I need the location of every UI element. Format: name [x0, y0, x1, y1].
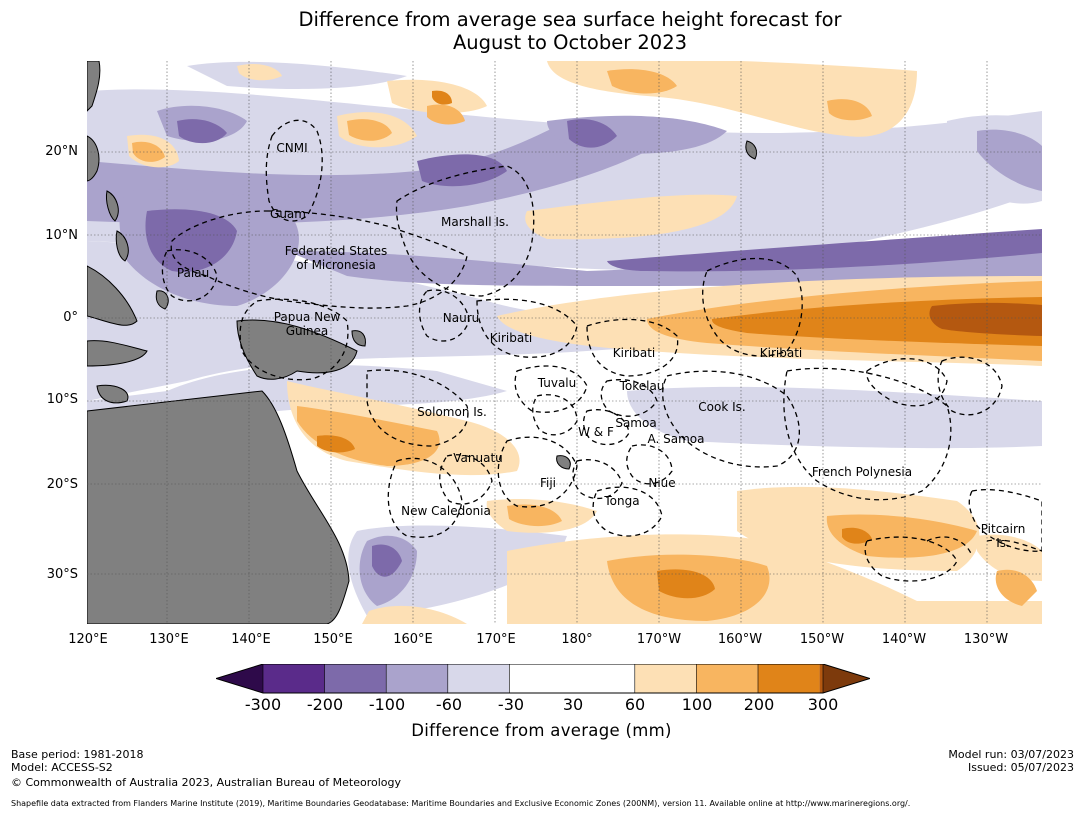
place-label-solomon-islands: Solomon Is.: [417, 405, 487, 419]
lon-label-170w: 170°W: [636, 632, 682, 647]
base-period: Base period: 1981-2018: [11, 748, 144, 761]
colorbar-segment-2: [324, 664, 387, 693]
lon-label-160w: 160°W: [717, 632, 763, 647]
footer-right: Model run: 03/07/2023 Issued: 05/07/2023: [948, 748, 1074, 774]
lat-label-10n: 10°N: [45, 228, 78, 243]
colorbar-tick-200: 200: [743, 695, 775, 714]
place-label-marshall-islands: Marshall Is.: [441, 215, 509, 229]
place-label-tuvalu: Tuvalu: [537, 376, 577, 390]
colorbar-tick-neg30: -30: [497, 695, 525, 714]
colorbar-dividers: [262, 664, 824, 693]
colorbar-svg: [214, 663, 872, 694]
chart-title: Difference from average sea surface heig…: [0, 8, 1085, 54]
map-svg: [87, 61, 1042, 624]
lon-label-180: 180°: [561, 632, 593, 647]
place-label-kiribati-central: Kiribati: [612, 346, 656, 360]
colorbar-segment-0: [216, 664, 263, 693]
colorbar-label: Difference from average (mm): [0, 721, 1085, 740]
place-label-palau: Palau: [176, 266, 210, 280]
place-label-pitcairn-islands: Pitcairn Is.: [980, 522, 1026, 550]
lat-label-10s: 10°S: [46, 392, 78, 407]
anomaly-extreme-positive: [929, 302, 1042, 336]
place-label-fiji: Fiji: [539, 476, 557, 490]
place-label-tokelau: Tokelau: [619, 379, 665, 393]
colorbar-tick-neg60: -60: [435, 695, 463, 714]
colorbar-segment-1: [263, 664, 325, 693]
lon-label-140w: 140°W: [881, 632, 927, 647]
lat-label-30s: 30°S: [46, 567, 78, 582]
footer-left: Base period: 1981-2018 Model: ACCESS-S2 …: [11, 748, 401, 789]
place-label-kiribati-west: Kiribati: [489, 331, 533, 345]
colorbar-tick-300: 300: [807, 695, 839, 714]
place-label-papua-new-guinea: Papua New Guinea: [273, 310, 341, 338]
copyright: © Commonwealth of Australia 2023, Austra…: [11, 776, 401, 789]
colorbar-label-text: Difference from average (mm): [411, 721, 672, 740]
place-label-nauru: Nauru: [442, 311, 480, 325]
place-label-guam: Guam: [270, 207, 306, 221]
graticule: [87, 61, 1042, 624]
colorbar-tick-100: 100: [681, 695, 713, 714]
colorbar-segment-4: [447, 664, 510, 693]
colorbar-segment-5: [509, 664, 635, 693]
lon-label-140e: 140°E: [231, 632, 271, 647]
colorbar-tick-neg300: -300: [244, 695, 282, 714]
place-label-tonga: Tonga: [604, 494, 640, 508]
lat-label-20n: 20°N: [45, 144, 78, 159]
lat-label-20s: 20°S: [46, 477, 78, 492]
place-label-new-caledonia: New Caledonia: [401, 504, 491, 518]
place-label-cook-islands: Cook Is.: [698, 400, 746, 414]
land-masses: [87, 61, 758, 624]
place-label-micronesia: Federated States of Micronesia: [284, 244, 388, 272]
colorbar-segment-6: [634, 664, 697, 693]
place-label-vanuatu: Vanuatu: [453, 451, 503, 465]
lon-label-150e: 150°E: [313, 632, 353, 647]
sea-surface-height-map: [87, 61, 1042, 624]
lon-label-130w: 130°W: [963, 632, 1009, 647]
issued-date: Issued: 05/07/2023: [967, 761, 1074, 774]
lon-label-120e: 120°E: [68, 632, 108, 647]
colorbar-segment-7: [696, 664, 758, 693]
place-label-kiribati-east: Kiribati: [759, 346, 803, 360]
lon-label-160e: 160°E: [393, 632, 433, 647]
place-label-wallis-futuna: W & F: [578, 425, 614, 439]
place-label-french-polynesia: French Polynesia: [811, 465, 913, 479]
eez-boundaries: [161, 119, 1042, 582]
place-label-cnmi: CNMI: [276, 141, 308, 155]
colorbar-tick-60: 60: [624, 695, 646, 714]
anomaly-strong-negative: [145, 119, 1042, 577]
lon-label-150w: 150°W: [799, 632, 845, 647]
lon-label-130e: 130°E: [149, 632, 189, 647]
model-run-date: Model run: 03/07/2023: [948, 748, 1074, 761]
lon-label-170e: 170°E: [476, 632, 516, 647]
colorbar: [214, 663, 872, 700]
colorbar-segment-10: [823, 664, 870, 693]
colorbar-tick-30: 30: [562, 695, 584, 714]
model-name: Model: ACCESS-S2: [11, 761, 113, 774]
colorbar-segment-8: [758, 664, 820, 693]
chart-title-line-2: August to October 2023: [452, 31, 688, 54]
place-label-american-samoa: A. Samoa: [647, 432, 705, 446]
colorbar-segment-3: [386, 664, 448, 693]
colorbar-tick-neg200: -200: [306, 695, 344, 714]
place-label-samoa: Samoa: [615, 416, 657, 430]
chart-title-line-1: Difference from average sea surface heig…: [298, 8, 842, 31]
data-credit: Shapefile data extracted from Flanders M…: [11, 799, 911, 808]
colorbar-segment-9: [819, 664, 823, 693]
place-label-niue: Niue: [648, 476, 676, 490]
colorbar-tick-neg100: -100: [368, 695, 406, 714]
lat-label-0: 0°: [63, 310, 78, 325]
